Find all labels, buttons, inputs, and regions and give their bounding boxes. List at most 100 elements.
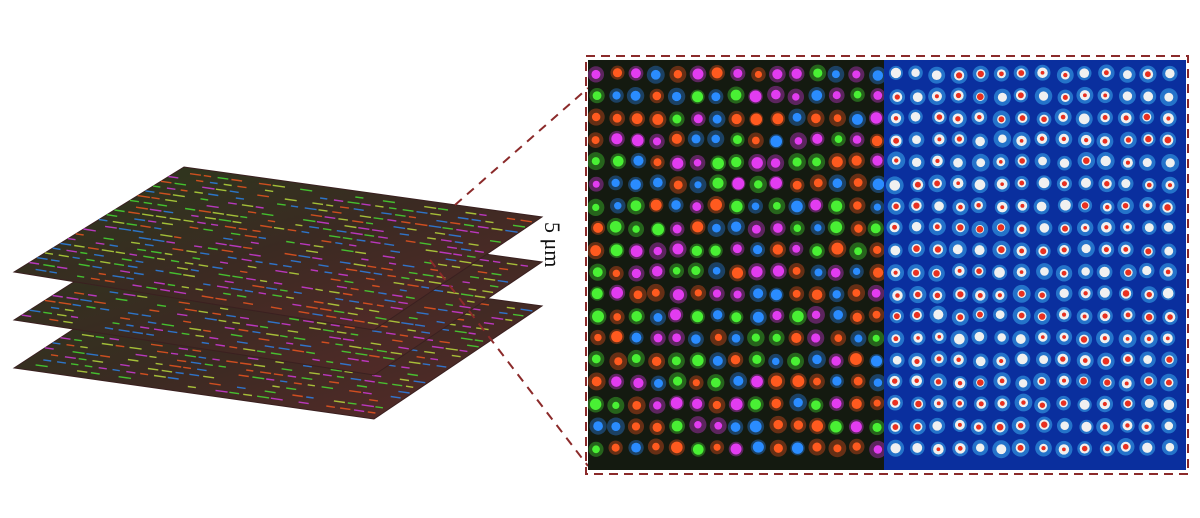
spot: [653, 333, 663, 343]
spot-core: [913, 311, 921, 319]
spot-core: [957, 224, 964, 231]
layer-stripe-mark: [175, 371, 184, 375]
spot: [791, 200, 803, 213]
spot: [694, 181, 702, 189]
layer-stripe-mark: [118, 227, 132, 231]
spot: [830, 421, 842, 433]
layer-stripe-mark: [191, 214, 199, 218]
layer-stripe-mark: [255, 206, 264, 209]
layer-stripe-mark: [427, 237, 436, 240]
layer-stripe-mark: [166, 241, 176, 244]
spot: [692, 202, 702, 211]
spot-ring: [1060, 421, 1069, 430]
layer-stripe-mark: [258, 236, 267, 240]
layer-stripe-mark: [326, 204, 334, 207]
layer-stripe-mark: [203, 375, 215, 379]
layer-stripe-mark: [58, 254, 69, 258]
spot-core: [977, 292, 983, 298]
spot: [792, 244, 801, 253]
spot: [672, 224, 682, 234]
layer-stripe-mark: [86, 305, 96, 309]
layer-stripe-mark: [123, 293, 136, 297]
layer-stripe-mark: [287, 375, 297, 378]
layer-stripe-mark: [215, 343, 226, 347]
layer-stripe-mark: [104, 279, 115, 283]
layer-stripe-mark: [319, 308, 332, 312]
layer-stripe-mark: [470, 276, 480, 279]
spot: [591, 354, 601, 364]
layer-stripe-mark: [466, 300, 475, 303]
layer-stripe-mark: [398, 301, 408, 305]
spot-ring: [1164, 246, 1174, 256]
layer-stripe-mark: [166, 187, 176, 190]
layer-stripe-mark: [286, 296, 294, 299]
layer-stripe-mark: [378, 236, 388, 239]
layer-stripe-mark: [72, 303, 82, 307]
spot: [612, 401, 620, 410]
layer-stripe-mark: [207, 247, 218, 251]
spot-core: [913, 245, 920, 252]
layer-stripe-mark: [133, 272, 144, 276]
layer-stripe-mark: [387, 274, 396, 278]
spot: [733, 375, 744, 386]
layer-stripe-mark: [161, 369, 173, 373]
layer-stripe-mark: [212, 312, 222, 316]
layer-stripe-mark: [350, 232, 363, 236]
spot-ring: [1017, 353, 1028, 365]
spot-core: [1103, 93, 1108, 98]
spot-core: [996, 423, 1004, 431]
layer-stripe-mark: [329, 336, 342, 340]
layer-stripe-mark: [229, 346, 238, 349]
layer-stripe-mark: [416, 356, 426, 359]
layer-stripe-mark: [399, 289, 407, 292]
spot: [770, 375, 783, 387]
layer-stripe-mark: [244, 234, 258, 238]
spot: [671, 356, 681, 366]
layer-stripe-mark: [453, 253, 463, 256]
spot: [733, 290, 742, 299]
layer-stripe-mark: [246, 369, 254, 372]
spot-core: [1125, 312, 1131, 318]
zoom-panels: [588, 60, 1186, 470]
layer-stripe-mark: [112, 368, 120, 372]
layer-stripe-mark: [161, 323, 175, 327]
layer-stripe-mark: [129, 253, 138, 256]
spot-core: [1062, 335, 1066, 339]
spot: [650, 69, 661, 80]
layer-stripe-mark: [169, 217, 181, 221]
layer-stripe-mark: [367, 411, 376, 414]
spot: [671, 133, 682, 144]
zoom-box-border: [585, 55, 1189, 475]
layer-stripe-mark: [373, 217, 384, 220]
layer-stripe-mark: [272, 294, 283, 298]
layer-stripe-mark: [221, 249, 234, 253]
layer-stripe-mark: [483, 322, 495, 325]
spot: [712, 355, 723, 366]
spot: [610, 244, 623, 257]
spot: [712, 177, 724, 189]
layer-stripe-mark: [206, 205, 219, 209]
layer-stripe-mark: [49, 318, 59, 322]
layer-stripe-mark: [258, 292, 267, 295]
spot-core: [1062, 447, 1066, 452]
layer-stripe-mark: [330, 324, 340, 327]
layer-stripe-mark: [147, 220, 157, 223]
spot: [691, 311, 704, 323]
layer-stripe-mark: [236, 341, 248, 344]
layer-stripe-mark: [149, 208, 162, 212]
layer-stripe-mark: [232, 220, 242, 224]
layer-stripe-mark: [372, 374, 382, 378]
layer-stripe-mark: [257, 194, 269, 198]
layer-stripe-mark: [56, 361, 67, 364]
layer-stripe-mark: [260, 224, 273, 228]
layer-stripe-mark: [329, 381, 340, 384]
spot-core: [1017, 422, 1024, 429]
layer-stripe-mark: [226, 360, 238, 364]
layer-stripe-mark: [392, 339, 403, 343]
spot-core: [1166, 356, 1173, 363]
layer-stripe-mark: [161, 222, 174, 226]
spot: [834, 135, 843, 143]
spot: [792, 112, 802, 122]
layer-stripe-mark: [505, 318, 513, 322]
